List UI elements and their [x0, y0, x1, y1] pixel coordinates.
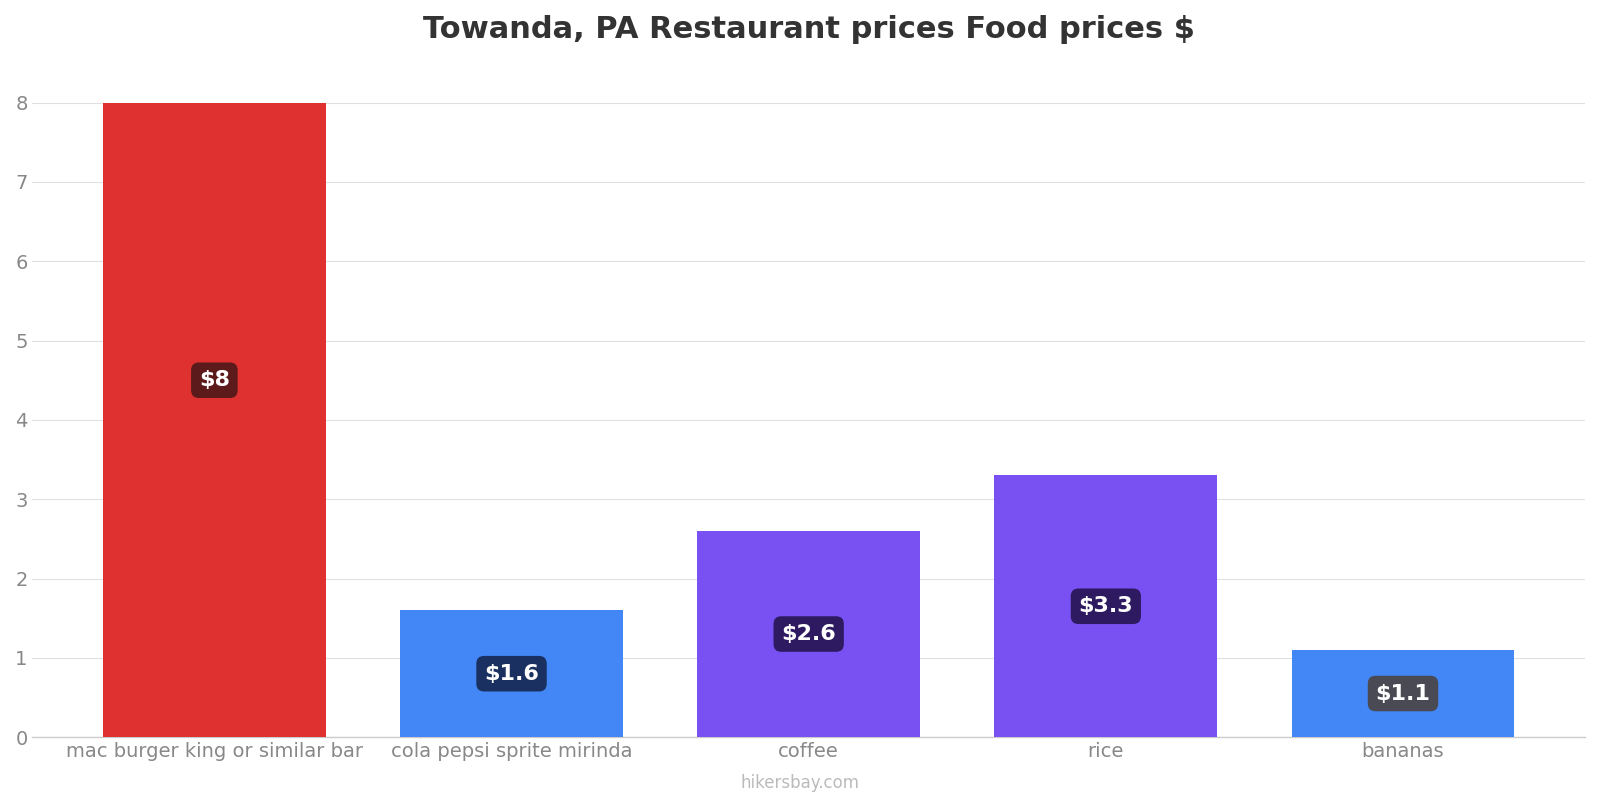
- Title: Towanda, PA Restaurant prices Food prices $: Towanda, PA Restaurant prices Food price…: [422, 15, 1195, 44]
- Text: $3.3: $3.3: [1078, 596, 1133, 616]
- Bar: [698, 531, 920, 737]
- Bar: [995, 475, 1218, 737]
- Text: $1.6: $1.6: [485, 664, 539, 684]
- Bar: [1291, 650, 1515, 737]
- Text: $8: $8: [198, 370, 230, 390]
- Text: $2.6: $2.6: [781, 624, 837, 644]
- Bar: [102, 102, 326, 737]
- Text: $1.1: $1.1: [1376, 683, 1430, 703]
- Bar: [400, 610, 622, 737]
- Text: hikersbay.com: hikersbay.com: [741, 774, 859, 792]
